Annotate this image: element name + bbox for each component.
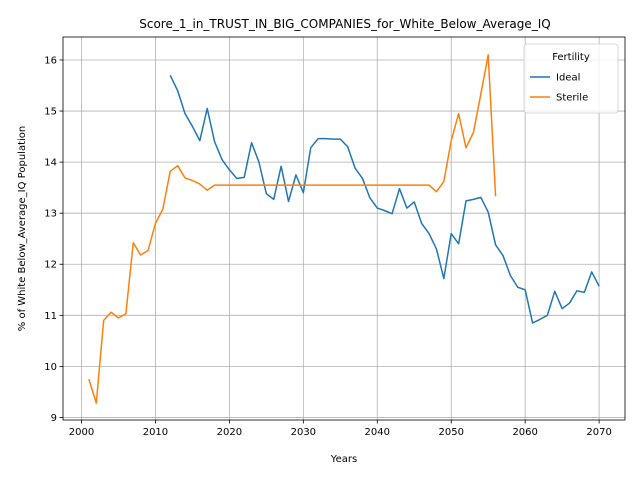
y-tick-label: 16 (44, 55, 57, 66)
series-layer (88, 54, 600, 404)
legend-label-sterile: Sterile (556, 93, 588, 104)
x-tick-label: 2000 (69, 427, 94, 438)
x-axis-label: Years (330, 454, 357, 465)
x-tick-label: 2010 (143, 427, 168, 438)
x-tick-label: 2070 (586, 427, 611, 438)
legend-box (523, 43, 619, 114)
y-tick-label: 13 (44, 209, 57, 220)
x-tick-label: 2060 (512, 427, 537, 438)
y-axis-label: % of White Below_Average_IQ Population (17, 126, 28, 331)
legend-label-ideal: Ideal (556, 73, 580, 84)
y-axis-ticks: 9 10 11 12 13 14 15 16 (44, 55, 63, 424)
x-tick-label: 2040 (365, 427, 390, 438)
x-tick-label: 2020 (217, 427, 242, 438)
y-tick-label: 10 (44, 362, 57, 373)
series-line-ideal (169, 74, 600, 324)
x-tick-label: 2030 (291, 427, 316, 438)
plot-frame (62, 36, 626, 421)
y-tick-label: 11 (44, 311, 57, 322)
series-line-sterile (88, 54, 497, 404)
y-gridlines (63, 59, 625, 418)
y-tick-label: 15 (44, 107, 57, 118)
chart-title: Score_1_in_TRUST_IN_BIG_COMPANIES_for_Wh… (139, 17, 551, 31)
legend-items: Ideal Sterile (530, 73, 588, 104)
x-axis-ticks: 2000 2010 2020 2030 2040 2050 2060 2070 (69, 420, 612, 438)
legend: Fertility Ideal Sterile (523, 43, 619, 114)
y-tick-label: 9 (51, 413, 57, 424)
y-tick-label: 14 (44, 158, 57, 169)
x-gridlines (81, 37, 600, 420)
legend-title: Fertility (552, 52, 590, 63)
x-tick-label: 2050 (438, 427, 463, 438)
y-tick-label: 12 (44, 260, 57, 271)
